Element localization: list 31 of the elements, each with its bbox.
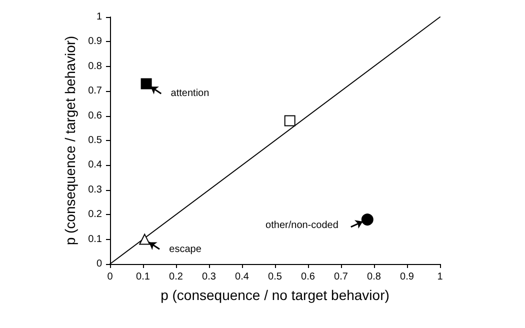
y-tick-label: 0.8 xyxy=(88,60,102,72)
y-axis-title: p (consequence / target behavior) xyxy=(62,36,78,246)
y-tick-label: 0.9 xyxy=(88,36,102,48)
x-tick-label: 0.8 xyxy=(367,272,382,282)
y-tick-label: 0.6 xyxy=(88,110,102,122)
annotation: attention xyxy=(170,88,210,100)
x-tick-label: 0 xyxy=(107,272,114,282)
x-tick-label: 0.4 xyxy=(235,272,250,282)
x-axis-title: p (consequence / no target behavior) xyxy=(160,287,390,303)
annotation: other/non-coded xyxy=(266,220,338,232)
y-tick-label: 0.5 xyxy=(88,135,102,146)
point xyxy=(284,115,296,126)
y-tick-label: 0 xyxy=(96,258,102,270)
y-tick-label: 1 xyxy=(96,12,102,22)
x-tick-label: 0.3 xyxy=(202,272,216,282)
point xyxy=(139,234,150,245)
point xyxy=(361,214,374,226)
x-tick-label: 0.5 xyxy=(268,272,282,282)
x-tick-label: 1 xyxy=(437,272,444,282)
y-tick-label: 0.4 xyxy=(88,160,102,171)
y-tick-label: 0.2 xyxy=(88,209,102,220)
y-tick-label: 0.7 xyxy=(88,86,102,97)
y-tick-label: 0.1 xyxy=(88,234,102,245)
x-tick-label: 0.9 xyxy=(400,272,414,282)
x-tick-label: 0.6 xyxy=(301,272,316,282)
y-tick-label: 0.3 xyxy=(88,184,102,196)
x-tick-label: 0.1 xyxy=(136,272,150,282)
point xyxy=(140,78,152,90)
annotation: escape xyxy=(169,244,202,255)
x-tick-label: 0.2 xyxy=(169,272,184,282)
x-tick-label: 0.7 xyxy=(334,272,348,282)
